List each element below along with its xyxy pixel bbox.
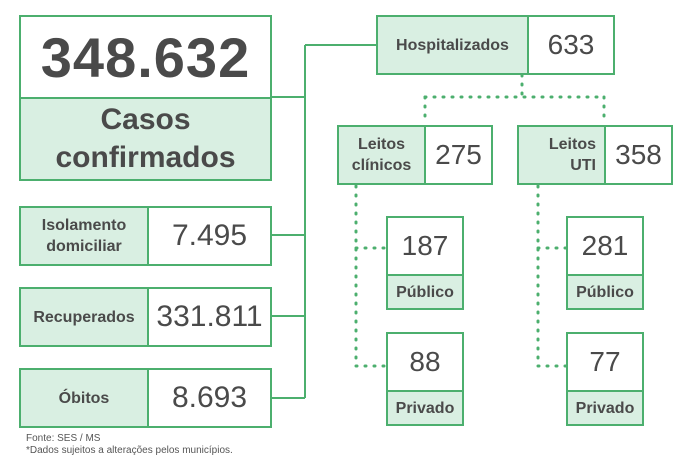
clinicos-privado-value: 88 xyxy=(409,346,441,377)
footer-source: Fonte: SES / MS xyxy=(26,433,101,444)
isolamento-label-line2: domiciliar xyxy=(46,238,122,255)
cases-total-box: 348.632 xyxy=(19,15,272,99)
footer-note: *Dados sujeitos a alterações pelos munic… xyxy=(26,445,233,456)
recuperados-label: Recuperados xyxy=(33,308,135,326)
leitos-clinicos-value: 275 xyxy=(435,139,482,170)
leitos-uti-label-box: Leitos UTI xyxy=(517,125,606,185)
recuperados-label-box: Recuperados xyxy=(19,287,149,347)
leitos-clinicos-label-box: Leitos clínicos xyxy=(337,125,426,185)
hospitalizados-label: Hospitalizados xyxy=(396,36,509,54)
clinicos-publico-value-box: 187 xyxy=(386,216,464,276)
isolamento-value: 7.495 xyxy=(171,219,248,252)
cases-label-box: Casos confirmados xyxy=(19,97,272,181)
clinicos-privado-label: Privado xyxy=(395,399,455,417)
leitos-uti-value: 358 xyxy=(615,139,662,170)
obitos-value-box: 8.693 xyxy=(147,368,272,428)
leitos-uti-label-line2: UTI xyxy=(570,157,596,174)
cases-total-value: 348.632 xyxy=(40,25,251,89)
leitos-uti-value-box: 358 xyxy=(604,125,673,185)
uti-privado-label-box: Privado xyxy=(566,390,644,426)
uti-privado-value: 77 xyxy=(589,346,621,377)
obitos-label-box: Óbitos xyxy=(19,368,149,428)
leitos-clinicos-label-line1: Leitos xyxy=(357,136,406,153)
isolamento-value-box: 7.495 xyxy=(147,206,272,266)
uti-publico-label-box: Público xyxy=(566,274,644,310)
clinicos-privado-label-box: Privado xyxy=(386,390,464,426)
obitos-value: 8.693 xyxy=(171,381,248,414)
uti-publico-label: Público xyxy=(576,283,634,301)
clinicos-publico-label: Público xyxy=(396,283,454,301)
uti-privado-value-box: 77 xyxy=(566,332,644,392)
recuperados-value-box: 331.811 xyxy=(147,287,272,347)
hospitalizados-value: 633 xyxy=(547,29,595,60)
hospitalizados-value-box: 633 xyxy=(527,15,615,75)
cases-label-line1: Casos xyxy=(100,103,191,136)
obitos-label: Óbitos xyxy=(58,389,110,407)
clinicos-publico-value: 187 xyxy=(401,230,449,261)
cases-label-line2: confirmados xyxy=(55,141,236,174)
isolamento-label-box: Isolamento domiciliar xyxy=(19,206,149,266)
clinicos-privado-value-box: 88 xyxy=(386,332,464,392)
uti-publico-value: 281 xyxy=(581,230,629,261)
uti-privado-label: Privado xyxy=(575,399,635,417)
hospitalizados-label-box: Hospitalizados xyxy=(376,15,529,75)
isolamento-label-line1: Isolamento xyxy=(41,217,127,234)
recuperados-value: 331.811 xyxy=(156,300,263,333)
uti-publico-value-box: 281 xyxy=(566,216,644,276)
leitos-uti-label-line1: Leitos xyxy=(548,136,596,153)
leitos-clinicos-label-line2: clínicos xyxy=(351,157,412,174)
leitos-clinicos-value-box: 275 xyxy=(424,125,493,185)
clinicos-publico-label-box: Público xyxy=(386,274,464,310)
